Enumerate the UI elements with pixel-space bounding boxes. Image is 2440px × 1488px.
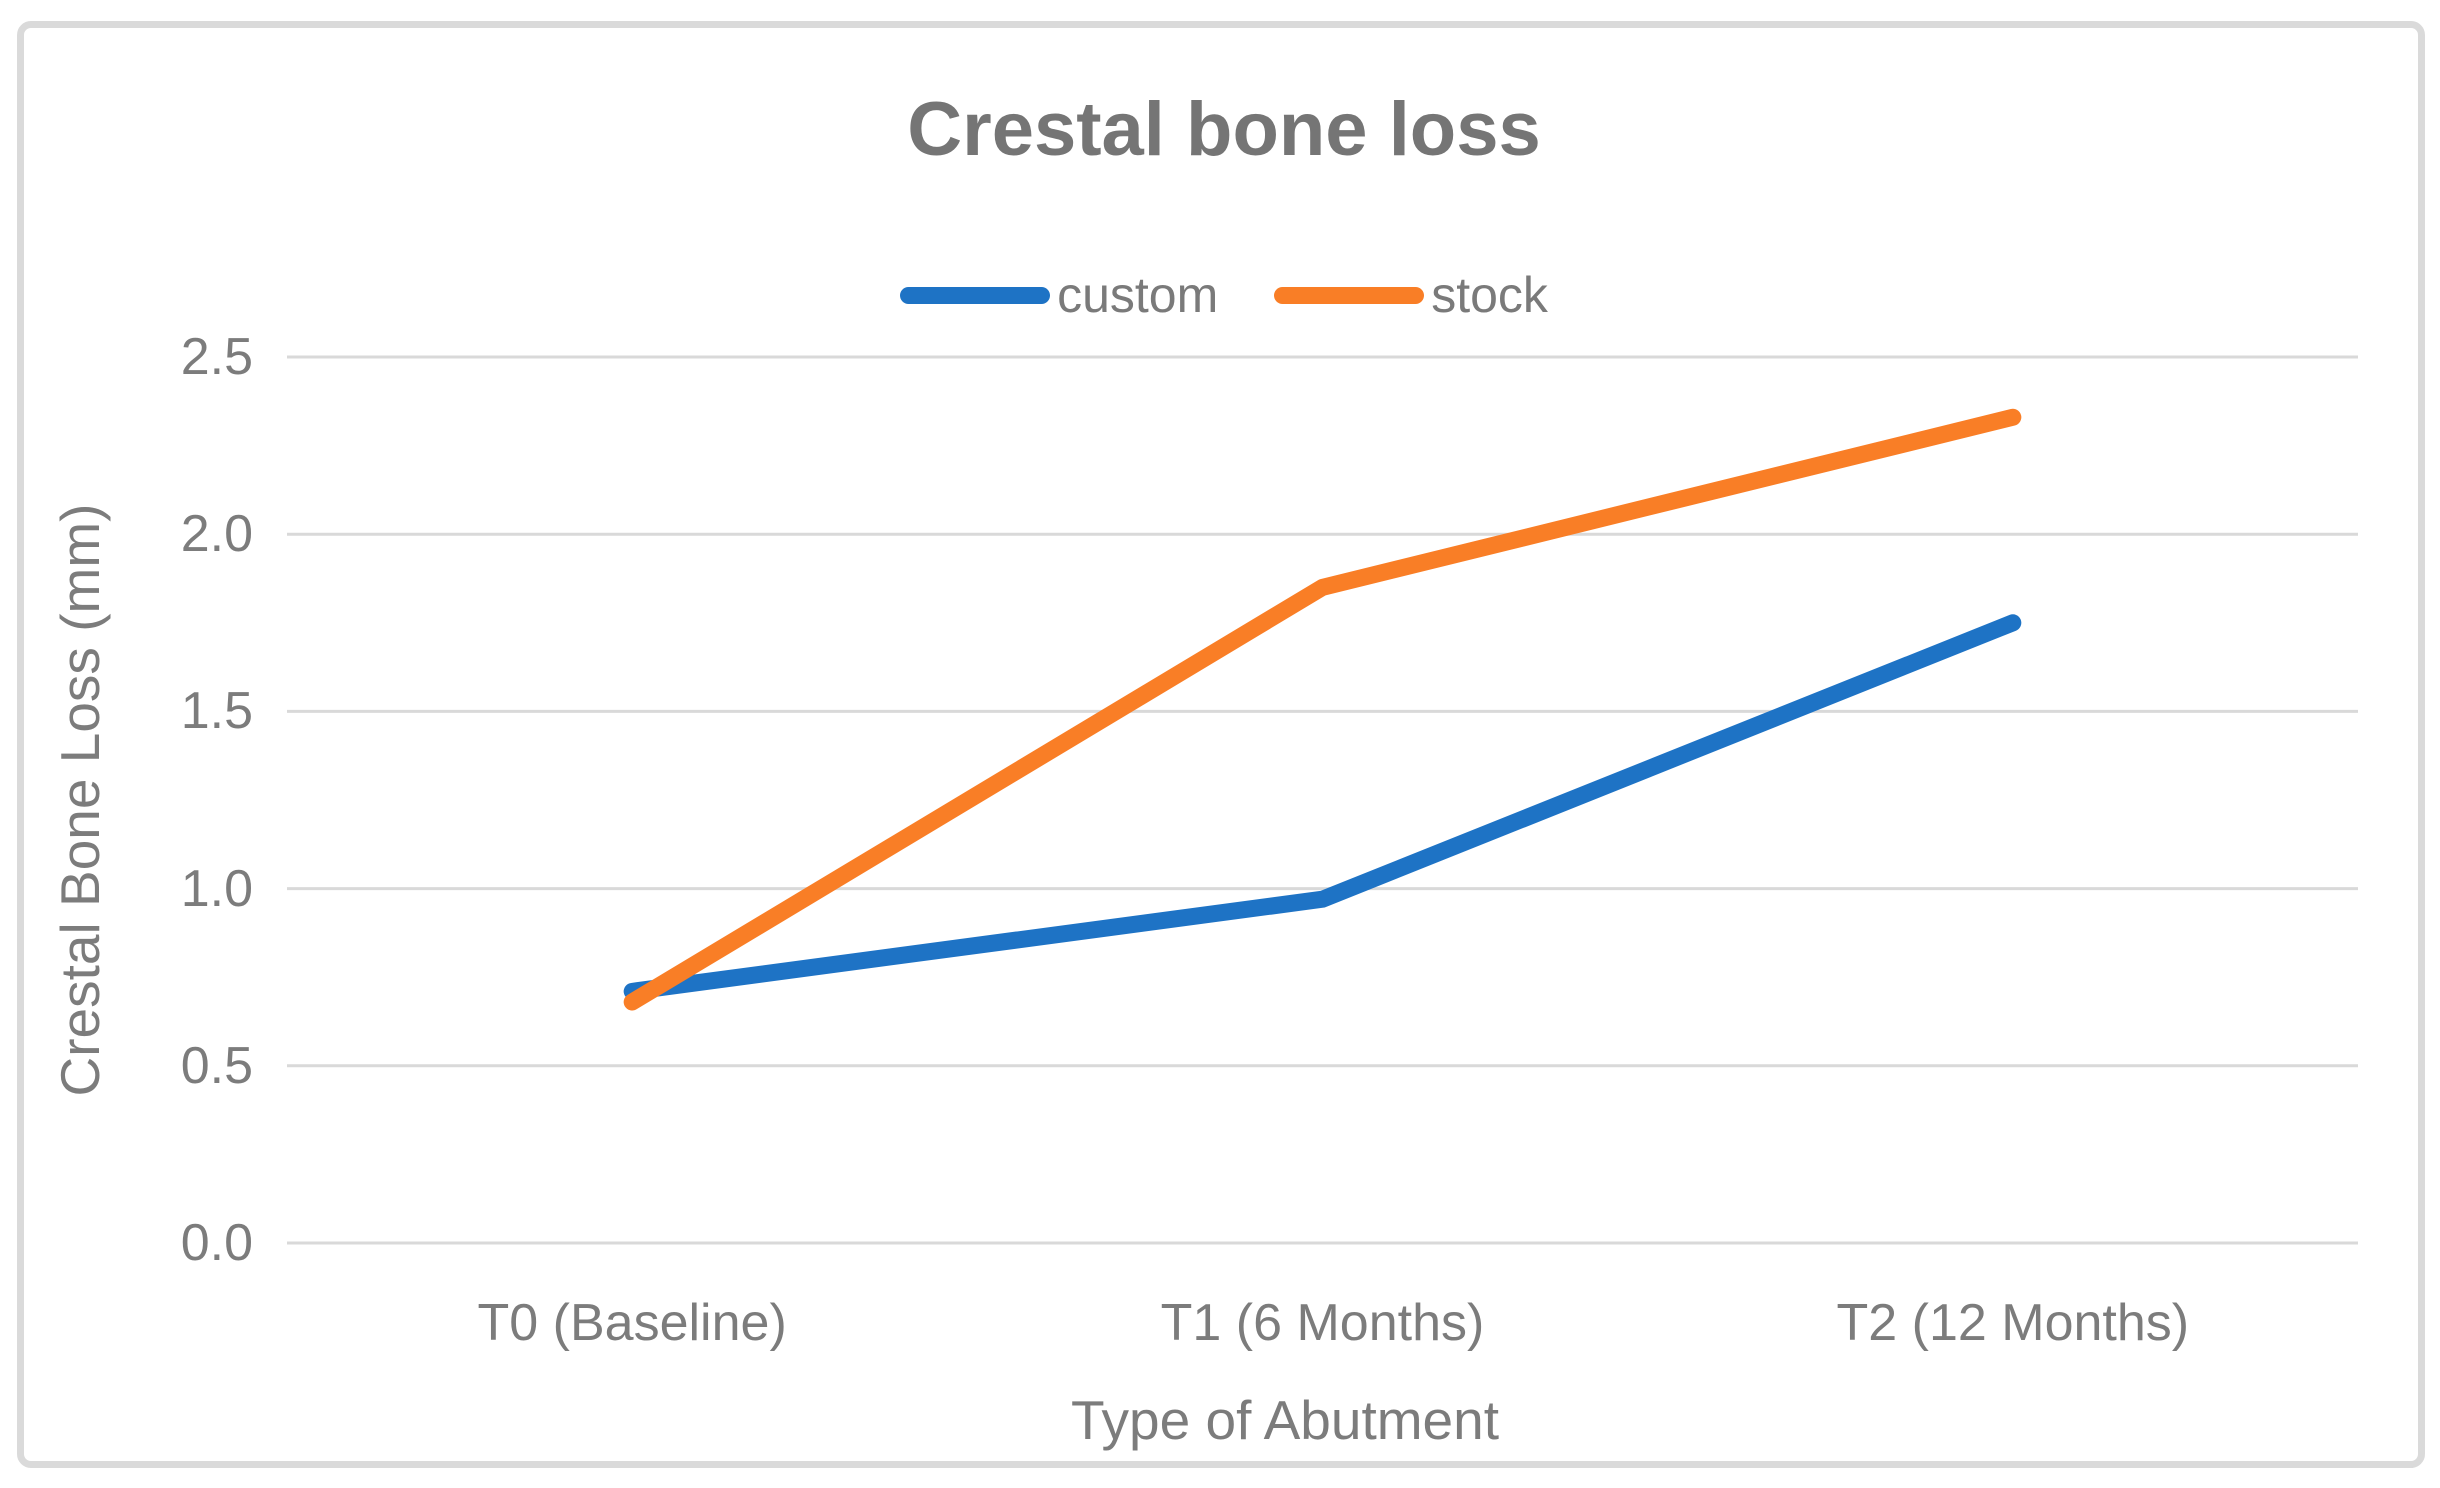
series-line-custom bbox=[623, 614, 2022, 1000]
y-axis-title: Crestal Bone Loss (mm) bbox=[49, 503, 111, 1097]
legend-label-custom: custom bbox=[1057, 267, 1219, 323]
legend-swatch-custom bbox=[900, 286, 1051, 304]
y-tick-label: 1.0 bbox=[180, 859, 253, 918]
legend-item-stock: stock bbox=[1274, 270, 1548, 320]
y-tick-label: 2.0 bbox=[180, 505, 253, 564]
legend: custom stock bbox=[0, 260, 2440, 330]
y-tick-label: 2.5 bbox=[180, 328, 253, 386]
legend-item-custom: custom bbox=[900, 270, 1218, 320]
chart-title: Crestal bone loss bbox=[907, 87, 1541, 172]
legend-label-stock: stock bbox=[1431, 267, 1548, 323]
legend-swatch-stock bbox=[1274, 286, 1425, 304]
series-line-stock bbox=[623, 408, 2022, 1011]
y-tick-label: 0.0 bbox=[180, 1214, 253, 1272]
y-tick-label: 0.5 bbox=[180, 1036, 253, 1095]
y-tick-label: 1.5 bbox=[180, 682, 253, 741]
x-tick-label: T0 (Baseline) bbox=[477, 1294, 787, 1352]
x-axis-title: Type of Abutment bbox=[1070, 1389, 1500, 1451]
x-tick-label: T1 (6 Months) bbox=[1160, 1294, 1485, 1352]
x-tick-label: T2 (12 Months) bbox=[1836, 1294, 2190, 1352]
